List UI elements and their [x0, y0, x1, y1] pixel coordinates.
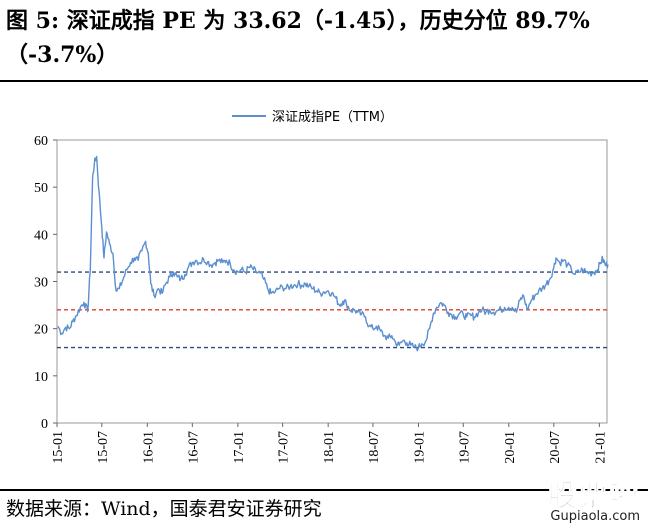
x-tick-label: 18-01	[322, 431, 337, 464]
legend: 深证成指PE（TTM）	[232, 110, 393, 125]
x-tick-label: 16-07	[186, 431, 201, 464]
y-tick-label: 40	[34, 228, 48, 243]
x-tick-label: 15-01	[51, 431, 66, 464]
bottom-rule	[0, 489, 648, 491]
y-tick-label: 20	[34, 323, 48, 338]
source-note: 数据来源：Wind，国泰君安证券研究	[6, 498, 322, 520]
y-tick-label: 30	[34, 276, 48, 291]
x-tick-label: 16-01	[141, 431, 156, 464]
watermark: 股票啦 Gupiaola.com	[547, 471, 641, 525]
y-tick-label: 10	[34, 370, 48, 385]
x-tick-label: 21-01	[593, 431, 608, 464]
watermark-brand: 股票啦	[547, 479, 640, 515]
x-tick-label: 19-07	[457, 431, 472, 464]
y-axis: 0 10 20 30 40 50 60	[34, 134, 57, 432]
x-axis: 15-01 15-07 16-01 16-07 17-01 17-07 18-01 18-07…	[51, 423, 608, 464]
top-rule	[0, 80, 648, 82]
x-tick-label: 17-07	[277, 431, 292, 464]
plot-area	[56, 139, 608, 424]
watermark-site: Gupiaola.com	[550, 509, 640, 524]
x-tick-label: 17-01	[232, 431, 247, 464]
figure-title: 图 5: 深证成指 PE 为 33.62（-1.45），历史分位 89.7%（-…	[6, 8, 590, 68]
x-tick-label: 20-01	[503, 431, 518, 464]
x-tick-label: 19-01	[412, 431, 427, 464]
y-tick-label: 60	[34, 134, 48, 149]
x-tick-label: 20-07	[548, 431, 563, 464]
y-tick-label: 0	[41, 417, 48, 432]
legend-label: 深证成指PE（TTM）	[272, 110, 393, 125]
series-line	[57, 155, 609, 352]
x-tick-label: 18-07	[367, 431, 382, 464]
y-tick-label: 50	[34, 181, 48, 196]
x-tick-label: 15-07	[96, 431, 111, 464]
